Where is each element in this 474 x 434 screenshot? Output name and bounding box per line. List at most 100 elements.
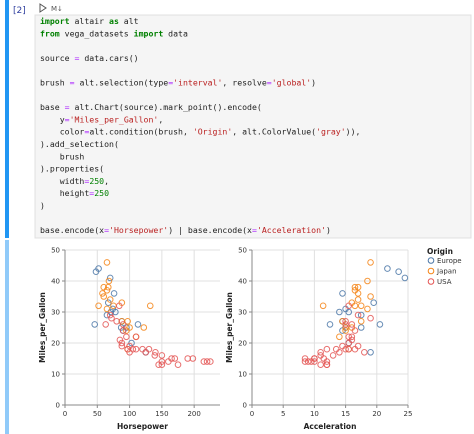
y-tick-label: 40 [238,278,247,286]
point [124,318,131,325]
point [102,321,109,328]
point [140,324,148,331]
point [339,290,346,297]
point [146,302,154,310]
code-line: base.encode(x='Horsepower') | base.encod… [40,225,331,235]
point [119,327,127,334]
point [342,324,349,331]
point [326,321,334,328]
y-tick-label: 0 [243,402,247,410]
point [401,274,409,282]
point [345,345,353,353]
point [115,302,123,310]
point [110,290,118,297]
point [320,355,328,362]
point [323,345,331,353]
point [351,327,359,334]
point [142,349,150,356]
y-tick-label: 30 [51,309,60,317]
point [158,352,166,359]
cell-type[interactable]: M↓ [51,5,63,13]
point [301,358,309,365]
point [132,333,140,341]
point [307,358,315,365]
point [158,361,166,369]
point [319,302,327,310]
point [134,321,142,328]
point [118,342,126,350]
code: import altair as alt from vega_datasets i… [40,16,360,235]
run-button[interactable] [39,3,47,13]
x-tick-label: 25 [404,410,413,418]
point [354,311,362,319]
x-tick-label: 50 [93,410,102,418]
point [119,321,127,328]
point [336,333,343,341]
point [367,314,374,322]
x-axis-title: Horsepower [117,422,168,431]
x-tick-label: 0 [63,410,67,418]
code-line: ).properties( [40,164,104,174]
point [91,321,99,328]
x-tick-label: 15 [341,410,350,418]
point [370,299,377,307]
code-line: import altair as alt [40,16,139,26]
point [165,358,172,365]
point [139,345,146,353]
point [317,349,324,356]
point [123,333,130,341]
point [126,324,133,331]
code-line: color=alt.condition(brush, 'Origin', alt… [40,127,360,137]
point [155,361,162,369]
point [323,361,331,369]
code-line: height=250 [40,188,109,198]
point [100,283,108,291]
point [200,358,208,365]
point [348,299,356,307]
point [376,321,384,328]
point [317,361,324,369]
point [207,358,214,365]
code-line: brush = alt.selection(type='interval', r… [40,78,316,88]
point [351,345,359,353]
point [361,349,368,356]
point [357,318,365,325]
point [342,318,349,325]
y-tick-label: 20 [51,340,60,348]
point [395,268,402,276]
point [367,293,374,300]
x-tick-label: 150 [155,410,168,418]
point [203,358,211,365]
point [351,302,359,310]
point [351,283,359,291]
point [106,296,114,303]
legend-label: USA [437,278,452,286]
point [345,302,353,310]
point [92,268,100,276]
x-tick-label: 5 [281,410,285,418]
point [100,293,108,300]
point [95,302,102,310]
point [174,361,182,369]
point [118,339,126,347]
y-axis-title: Miles_per_Gallon [225,292,234,363]
point [145,345,153,353]
point [357,311,365,319]
code-line: y='Miles_per_Gallon', [40,114,163,124]
y-tick-label: 10 [51,371,60,379]
point [311,358,318,365]
point [99,290,106,297]
point [301,355,309,362]
x-axis-title: Acceleration [304,422,357,431]
point [184,355,192,362]
point [348,321,356,328]
point [332,345,340,353]
point [357,324,365,331]
code-line: source = data.cars() [40,53,139,63]
y-tick-label: 10 [238,371,247,379]
legend-label: Europe [437,257,462,265]
point [364,277,371,285]
x-tick-label: 100 [123,410,136,418]
point [105,277,113,285]
